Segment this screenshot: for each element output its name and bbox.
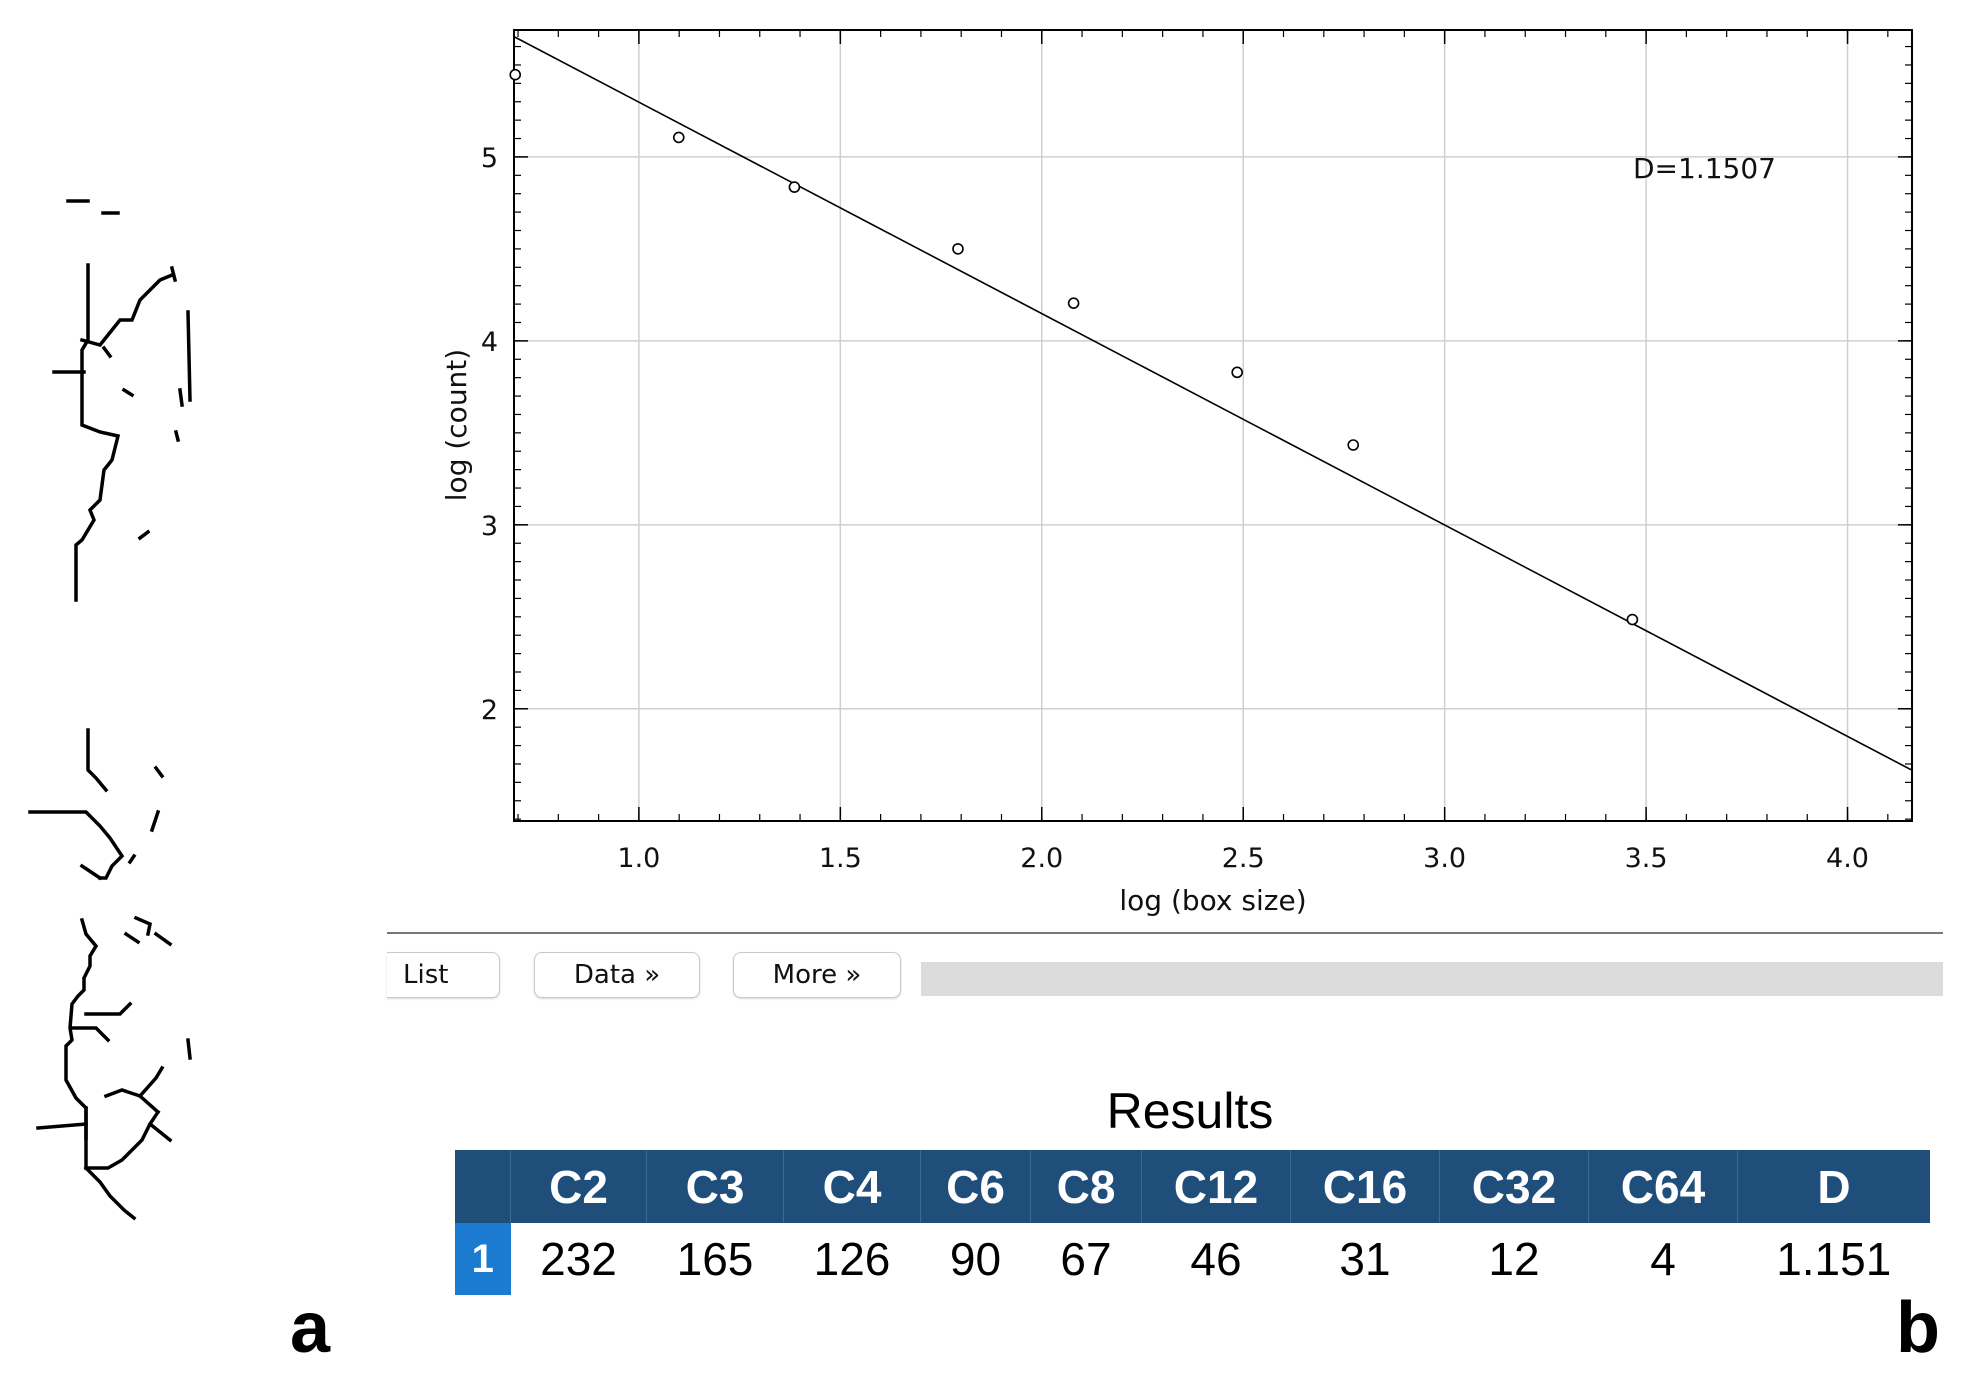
list-button[interactable]: List bbox=[387, 952, 500, 998]
x-tick-labels: 1.0 1.5 2.0 2.5 3.0 3.5 4.0 bbox=[617, 843, 1869, 874]
dimension-annotation: D=1.1507 bbox=[1633, 152, 1776, 185]
y-tick-label: 5 bbox=[481, 143, 498, 174]
y-tick-label: 2 bbox=[481, 695, 498, 726]
column-header[interactable]: D bbox=[1737, 1150, 1930, 1223]
table-cell[interactable]: 126 bbox=[783, 1223, 921, 1295]
table-cell[interactable]: 46 bbox=[1141, 1223, 1291, 1295]
data-button[interactable]: Data » bbox=[534, 952, 700, 998]
table-cell[interactable]: 67 bbox=[1030, 1223, 1142, 1295]
plot-frame bbox=[513, 29, 1913, 822]
data-point bbox=[952, 243, 964, 255]
y-tick-labels: 2 3 4 5 bbox=[481, 143, 498, 726]
x-tick-label: 2.5 bbox=[1222, 843, 1265, 874]
results-header-row: C2 C3 C4 C6 C8 C12 C16 C32 C64 D bbox=[455, 1150, 1930, 1223]
data-point bbox=[1231, 366, 1243, 379]
data-point bbox=[672, 131, 685, 144]
y-axis-label: log (count) bbox=[440, 349, 473, 501]
data-point bbox=[788, 181, 801, 193]
data-point bbox=[1626, 613, 1639, 626]
skeleton-image bbox=[28, 199, 192, 1221]
column-header[interactable]: C12 bbox=[1141, 1150, 1291, 1223]
results-table: C2 C3 C4 C6 C8 C12 C16 C32 C64 D 1 232 1… bbox=[455, 1150, 1930, 1295]
plot-grid bbox=[514, 30, 1912, 821]
data-point bbox=[509, 68, 522, 81]
column-header[interactable]: C32 bbox=[1439, 1150, 1589, 1223]
table-cell[interactable]: 1.151 bbox=[1737, 1223, 1930, 1295]
box-count-plot: 1.0 1.5 2.0 2.5 3.0 3.5 4.0 2 3 4 5 log (box size… bbox=[440, 29, 1913, 917]
table-cell[interactable]: 232 bbox=[510, 1223, 647, 1295]
plot-ticks bbox=[514, 30, 1912, 821]
table-cell[interactable]: 4 bbox=[1588, 1223, 1738, 1295]
row-index[interactable]: 1 bbox=[455, 1223, 511, 1295]
data-point bbox=[1067, 297, 1080, 309]
column-header[interactable]: C64 bbox=[1588, 1150, 1738, 1223]
row-index-header bbox=[455, 1150, 511, 1223]
x-tick-label: 2.0 bbox=[1020, 843, 1063, 874]
column-header[interactable]: C8 bbox=[1030, 1150, 1142, 1223]
x-tick-label: 4.0 bbox=[1826, 843, 1869, 874]
results-title: Results bbox=[1106, 1083, 1274, 1139]
y-tick-label: 3 bbox=[481, 511, 498, 542]
x-axis-label: log (box size) bbox=[1119, 884, 1306, 917]
x-tick-label: 3.0 bbox=[1423, 843, 1466, 874]
column-header[interactable]: C6 bbox=[920, 1150, 1031, 1223]
data-points bbox=[509, 68, 1639, 626]
panel-letter-a: a bbox=[290, 1288, 331, 1368]
fit-line bbox=[513, 35, 1913, 771]
column-header[interactable]: C2 bbox=[510, 1150, 647, 1223]
column-header[interactable]: C4 bbox=[783, 1150, 921, 1223]
table-row[interactable]: 1 232 165 126 90 67 46 31 12 4 1.151 bbox=[455, 1223, 1930, 1295]
column-header[interactable]: C16 bbox=[1290, 1150, 1440, 1223]
column-header[interactable]: C3 bbox=[646, 1150, 784, 1223]
table-cell[interactable]: 165 bbox=[646, 1223, 784, 1295]
table-cell[interactable]: 12 bbox=[1439, 1223, 1589, 1295]
panel-letter-b: b bbox=[1896, 1288, 1940, 1368]
toolbar-status-bar bbox=[921, 962, 1943, 996]
data-point bbox=[1347, 439, 1360, 451]
toolbar-divider bbox=[387, 932, 1943, 934]
table-cell[interactable]: 31 bbox=[1290, 1223, 1440, 1295]
table-cell[interactable]: 90 bbox=[920, 1223, 1031, 1295]
more-button[interactable]: More » bbox=[733, 952, 901, 998]
y-tick-label: 4 bbox=[481, 327, 498, 358]
x-tick-label: 3.5 bbox=[1625, 843, 1668, 874]
x-tick-label: 1.5 bbox=[819, 843, 862, 874]
x-tick-label: 1.0 bbox=[617, 843, 660, 874]
